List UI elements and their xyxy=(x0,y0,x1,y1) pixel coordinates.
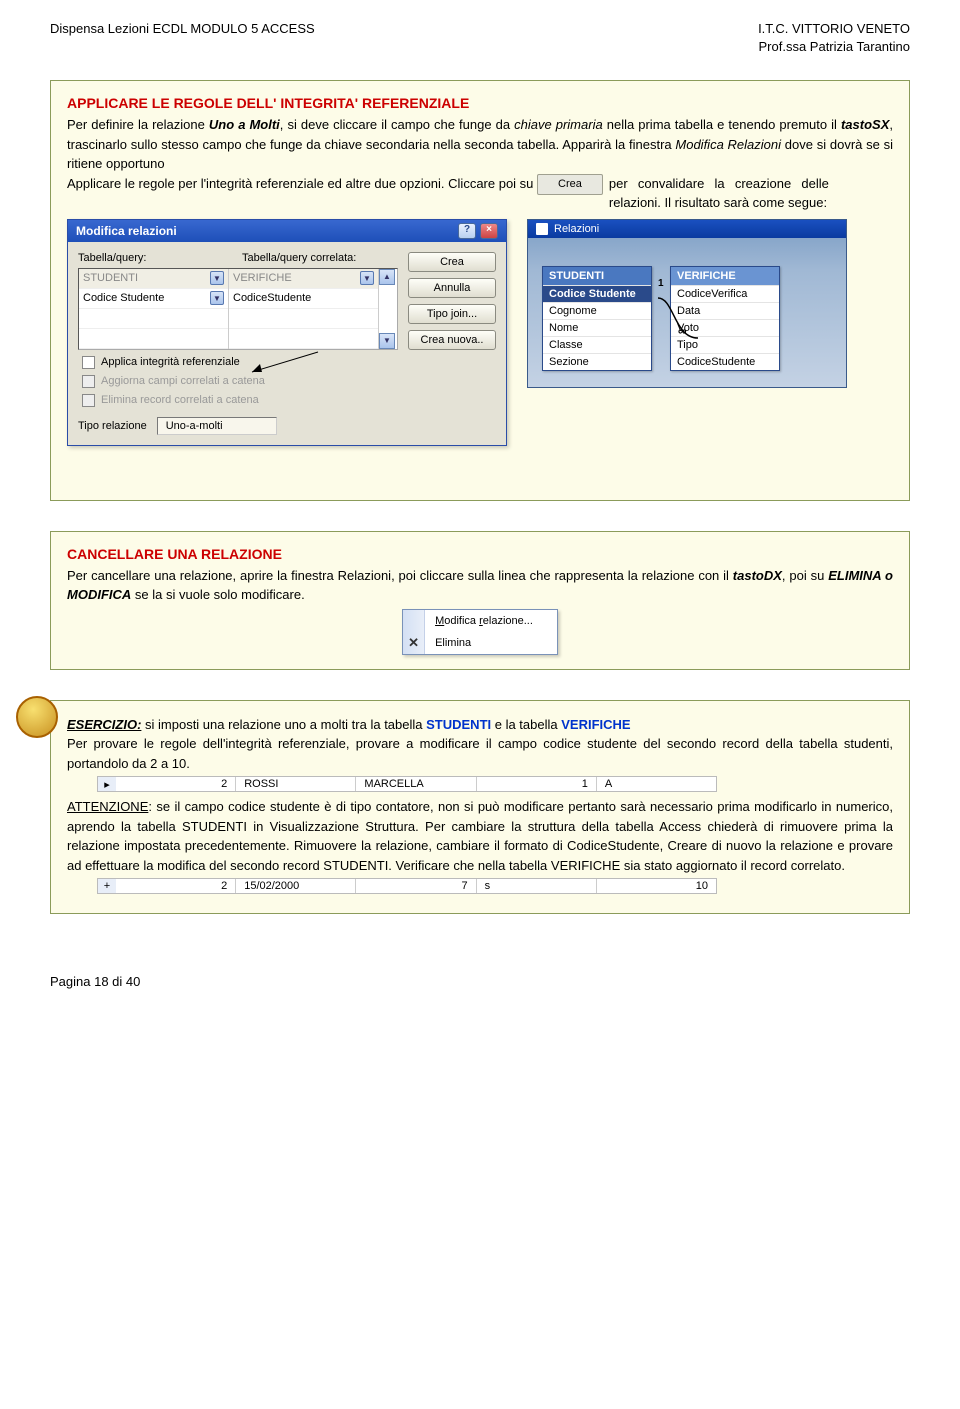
label-tabella-query: Tabella/query: xyxy=(78,252,218,264)
table-verifiche-header: VERIFICHE xyxy=(671,267,779,285)
delete-icon: ✕ xyxy=(408,635,419,651)
table-row[interactable]: CodiceStudente xyxy=(671,353,779,370)
table-row[interactable]: Nome xyxy=(543,319,651,336)
crea-inline-button[interactable]: Crea xyxy=(537,174,603,195)
relazioni-titlebar: Relazioni xyxy=(528,220,846,238)
record-row-verifiche: + 2 15/02/2000 7 s 10 xyxy=(97,878,717,894)
row-selector-icon[interactable]: ▸ xyxy=(98,777,116,791)
annulla-button[interactable]: Annulla xyxy=(408,278,496,298)
table-row[interactable]: Cognome xyxy=(543,302,651,319)
section1-para2: Applicare le regole per l'integrità refe… xyxy=(67,174,893,213)
esercizio-line2: Per provare le regole dell'integrità ref… xyxy=(67,734,893,773)
page-header: Dispensa Lezioni ECDL MODULO 5 ACCESS I.… xyxy=(50,20,910,56)
chevron-down-icon[interactable]: ▼ xyxy=(210,291,224,305)
combo-right[interactable]: VERIFICHE ▼ xyxy=(229,269,378,289)
crea-nuova-button[interactable]: Crea nuova.. xyxy=(408,330,496,350)
field-right[interactable]: CodiceStudente xyxy=(229,289,378,309)
section1-para1: Per definire la relazione Uno a Molti, s… xyxy=(67,115,893,174)
header-right: I.T.C. VITTORIO VENETO Prof.ssa Patrizia… xyxy=(758,20,910,56)
page-footer: Pagina 18 di 40 xyxy=(50,974,910,989)
context-menu: Modifica relazione... ✕ Elimina xyxy=(402,609,558,655)
combo-left[interactable]: STUDENTI ▼ xyxy=(79,269,228,289)
esercizio-attenzione: ATTENZIONE: se il campo codice studente … xyxy=(67,797,893,875)
help-icon[interactable]: ? xyxy=(458,223,476,239)
label-tipo-relazione: Tipo relazione xyxy=(78,420,147,432)
section1-title: APPLICARE LE REGOLE DELL' INTEGRITA' REF… xyxy=(67,95,893,111)
label-correlata: Tabella/query correlata: xyxy=(242,252,356,264)
header-right-l1: I.T.C. VITTORIO VENETO xyxy=(758,20,910,38)
modifica-relazioni-dialog: Modifica relazioni ? × Tabella/query: Ta… xyxy=(67,219,507,446)
field-left[interactable]: Codice Studente ▼ xyxy=(79,289,228,309)
relazioni-title: Relazioni xyxy=(554,223,599,235)
checkbox-elimina: Elimina record correlati a catena xyxy=(82,394,398,407)
checkbox-integrita[interactable]: Applica integrità referenziale xyxy=(82,356,398,369)
dialog-titlebar: Modifica relazioni ? × xyxy=(68,220,506,242)
blank-icon xyxy=(403,610,425,632)
chevron-down-icon[interactable]: ▼ xyxy=(210,271,224,285)
table-row[interactable]: Classe xyxy=(543,336,651,353)
menu-item-modifica[interactable]: Modifica relazione... xyxy=(403,610,557,632)
checkbox-aggiorna: Aggiorna campi correlati a catena xyxy=(82,375,398,388)
exercise-icon xyxy=(16,696,58,738)
scroll-up-icon[interactable]: ▲ xyxy=(379,269,395,285)
section2-title: CANCELLARE UNA RELAZIONE xyxy=(67,546,893,562)
cardinality-many: ∞ xyxy=(678,324,687,338)
expand-icon[interactable]: + xyxy=(98,879,116,893)
section2-para: Per cancellare una relazione, aprire la … xyxy=(67,566,893,605)
menu-item-elimina[interactable]: ✕ Elimina xyxy=(403,632,557,654)
cardinality-one: 1 xyxy=(658,278,664,289)
window-icon xyxy=(536,223,548,235)
table-studenti[interactable]: STUDENTI Codice Studente Cognome Nome Cl… xyxy=(542,266,652,371)
crea-button[interactable]: Crea xyxy=(408,252,496,272)
esercizio-line1: ESERCIZIO: si imposti una relazione uno … xyxy=(67,715,893,735)
chevron-down-icon[interactable]: ▼ xyxy=(360,271,374,285)
section-cancellare-relazione: CANCELLARE UNA RELAZIONE Per cancellare … xyxy=(50,531,910,670)
table-row[interactable]: Sezione xyxy=(543,353,651,370)
header-right-l2: Prof.ssa Patrizia Tarantino xyxy=(758,38,910,56)
section-applicare-regole: APPLICARE LE REGOLE DELL' INTEGRITA' REF… xyxy=(50,80,910,501)
relazioni-window: Relazioni STUDENTI Codice Studente Cogno… xyxy=(527,219,847,388)
section-esercizio: ESERCIZIO: si imposti una relazione uno … xyxy=(50,700,910,915)
close-icon[interactable]: × xyxy=(480,223,498,239)
scroll-down-icon[interactable]: ▼ xyxy=(379,333,395,349)
relationship-link[interactable]: 1 ∞ xyxy=(656,290,700,349)
table-studenti-header: STUDENTI xyxy=(543,267,651,285)
dialog-title: Modifica relazioni xyxy=(76,224,177,238)
header-left: Dispensa Lezioni ECDL MODULO 5 ACCESS xyxy=(50,20,315,56)
tipo-join-button[interactable]: Tipo join... xyxy=(408,304,496,324)
record-row-studenti: ▸ 2 ROSSI MARCELLA 1 A xyxy=(97,776,717,792)
table-row[interactable]: Codice Studente xyxy=(543,285,651,302)
value-tipo-relazione: Uno-a-molti xyxy=(157,417,277,435)
